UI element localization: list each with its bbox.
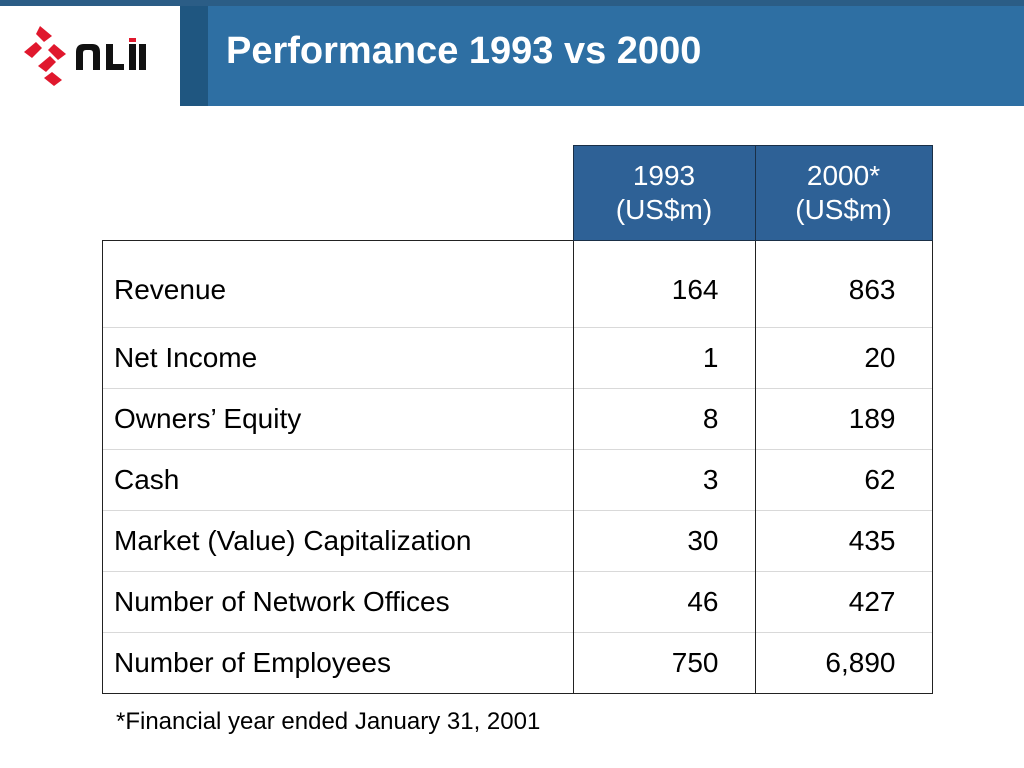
value-1993: 750: [572, 631, 756, 694]
value-1993: 164: [572, 239, 756, 327]
table-row: Number of Network Offices 46 427: [102, 570, 933, 632]
row-label: Cash: [102, 448, 574, 510]
row-label: Net Income: [102, 326, 574, 388]
value-1993: 1: [572, 326, 756, 388]
page-title: Performance 1993 vs 2000: [226, 30, 702, 72]
value-2000: 427: [754, 570, 933, 632]
header-top-stripe: [0, 0, 1024, 6]
table-row: Cash 3 62: [102, 448, 933, 510]
footnote: *Financial year ended January 31, 2001: [116, 708, 541, 735]
row-label: Number of Employees: [102, 631, 574, 694]
value-2000: 20: [754, 326, 933, 388]
logo-accent: [129, 38, 136, 42]
column-header-2000: 2000* (US$m): [754, 145, 933, 241]
column-header-2000-unit: (US$m): [795, 193, 892, 225]
column-header-1993-year: 1993: [632, 159, 696, 191]
value-1993: 8: [572, 387, 756, 449]
value-1993: 30: [572, 509, 756, 571]
table-row: Net Income 1 20: [102, 326, 933, 388]
header-divider: [180, 6, 208, 106]
performance-table: 1993 (US$m) 2000* (US$m) Revenue 164 863…: [102, 145, 933, 694]
logo-mark-icon: [24, 26, 66, 86]
row-label: Revenue: [102, 239, 574, 327]
value-2000: 863: [754, 239, 933, 327]
column-header-1993-unit: (US$m): [615, 193, 713, 225]
table-header-row: 1993 (US$m) 2000* (US$m): [103, 145, 933, 241]
value-1993: 46: [572, 570, 756, 632]
table-row: Owners’ Equity 8 189: [102, 387, 933, 449]
header-bar: Performance 1993 vs 2000: [0, 0, 1024, 106]
value-2000: 189: [754, 387, 933, 449]
row-label: Owners’ Equity: [102, 387, 574, 449]
value-2000: 6,890: [754, 631, 933, 694]
row-label: Market (Value) Capitalization: [102, 509, 574, 571]
table-row: Market (Value) Capitalization 30 435: [102, 509, 933, 571]
table-row: Number of Employees 750 6,890: [102, 631, 933, 694]
row-label: Number of Network Offices: [102, 570, 574, 632]
value-2000: 62: [754, 448, 933, 510]
table-header-blank: [103, 146, 574, 241]
company-logo: [24, 26, 146, 86]
column-header-1993: 1993 (US$m): [572, 145, 756, 241]
performance-table-wrap: 1993 (US$m) 2000* (US$m) Revenue 164 863…: [102, 145, 933, 694]
column-header-2000-year: 2000*: [806, 159, 881, 191]
value-2000: 435: [754, 509, 933, 571]
logo-box: [0, 6, 180, 106]
table-row: Revenue 164 863: [102, 239, 933, 327]
value-1993: 3: [572, 448, 756, 510]
logo-wordmark: [76, 44, 146, 70]
